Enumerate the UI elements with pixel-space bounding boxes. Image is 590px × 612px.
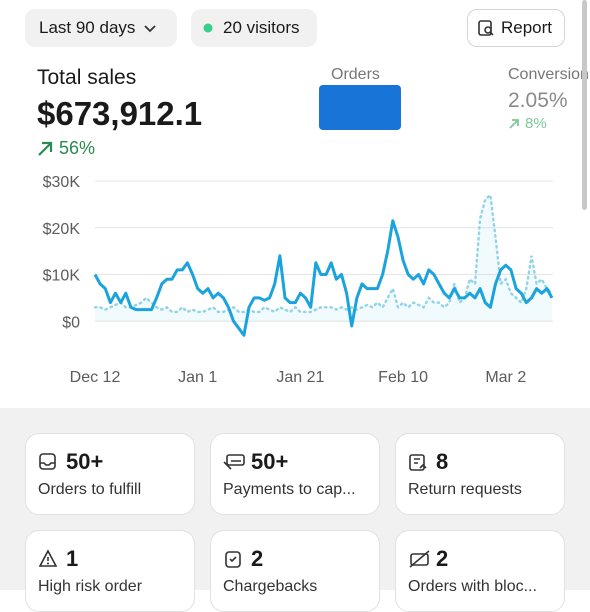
card-label: Return requests [408, 481, 522, 498]
card[interactable]: 1 High risk order [25, 530, 195, 612]
up-arrow [509, 118, 519, 129]
series-line [93, 219, 554, 337]
card-value: 50+ [66, 449, 104, 474]
report-button[interactable]: Report [467, 9, 565, 47]
x-tick-label: Mar 2 [485, 369, 526, 386]
card[interactable]: 2 Orders with bloc... [395, 530, 565, 612]
live-dot [203, 23, 213, 33]
kpi-value: 2.05% [508, 89, 568, 112]
up-arrow [38, 141, 53, 156]
chevron [144, 25, 157, 33]
chargeback-icon [225, 551, 241, 568]
card-label: Orders to fulfill [38, 481, 142, 498]
series-line [93, 192, 554, 314]
card-value: 2 [251, 546, 264, 571]
x-tick-label: Jan 21 [276, 369, 324, 386]
card-value: 1 [66, 546, 79, 571]
y-tick-label: $30K [43, 174, 81, 191]
range-text: Last 90 days [39, 18, 136, 37]
range-filter[interactable]: Last 90 days [25, 9, 177, 47]
y-tick-label: $20K [43, 221, 81, 238]
card-label: Payments to cap... [223, 481, 356, 498]
card-value: 8 [436, 449, 449, 474]
inbox-icon [39, 453, 56, 470]
y-tick-label: $10K [43, 268, 81, 285]
card-label: High risk order [38, 578, 143, 595]
card[interactable]: 50+ Payments to cap... [210, 433, 380, 515]
card[interactable]: 2 Chargebacks [210, 530, 380, 612]
scrollbar [582, 0, 587, 210]
card-label: Chargebacks [223, 578, 318, 595]
card-value: 2 [436, 546, 449, 571]
kpi-label: Total sales [37, 66, 137, 89]
return-icon [409, 454, 427, 471]
payment-icon [223, 454, 245, 470]
y-tick-label: $0 [62, 314, 80, 331]
card-label: Orders with bloc... [408, 578, 537, 595]
redacted-box [319, 85, 401, 130]
sales-chart: $0 $10K $20K $30K Dec 12 Jan 1 Jan 21 Feb 10 Mar… [43, 174, 554, 386]
report-icon [478, 20, 494, 36]
x-tick-label: Feb 10 [378, 369, 428, 386]
kpi-value: $673,912.1 [37, 95, 203, 132]
kpi-change: 8% [508, 115, 547, 132]
kpi-change-text: 8% [525, 115, 547, 132]
kpi-change: 56% [37, 138, 95, 159]
report-text: Report [501, 18, 553, 37]
visitors-text: 20 visitors [223, 18, 300, 37]
card[interactable]: 50+ Orders to fulfill [25, 433, 195, 515]
kpi-label: Conversion [508, 66, 589, 83]
kpi-change-text: 56% [59, 138, 96, 158]
x-tick-label: Dec 12 [70, 369, 121, 386]
warning-icon [38, 549, 58, 567]
blocked-icon [409, 550, 430, 568]
card[interactable]: 8 Return requests [395, 433, 565, 515]
visitors-pill[interactable]: 20 visitors [191, 9, 317, 47]
card-value: 50+ [251, 449, 289, 474]
cards-area: 50+ Orders to fulfill 50+ Payments to ca… [0, 408, 590, 612]
kpi-label: Orders [331, 66, 380, 83]
series-area [95, 195, 552, 322]
x-tick-label: Jan 1 [178, 369, 217, 386]
